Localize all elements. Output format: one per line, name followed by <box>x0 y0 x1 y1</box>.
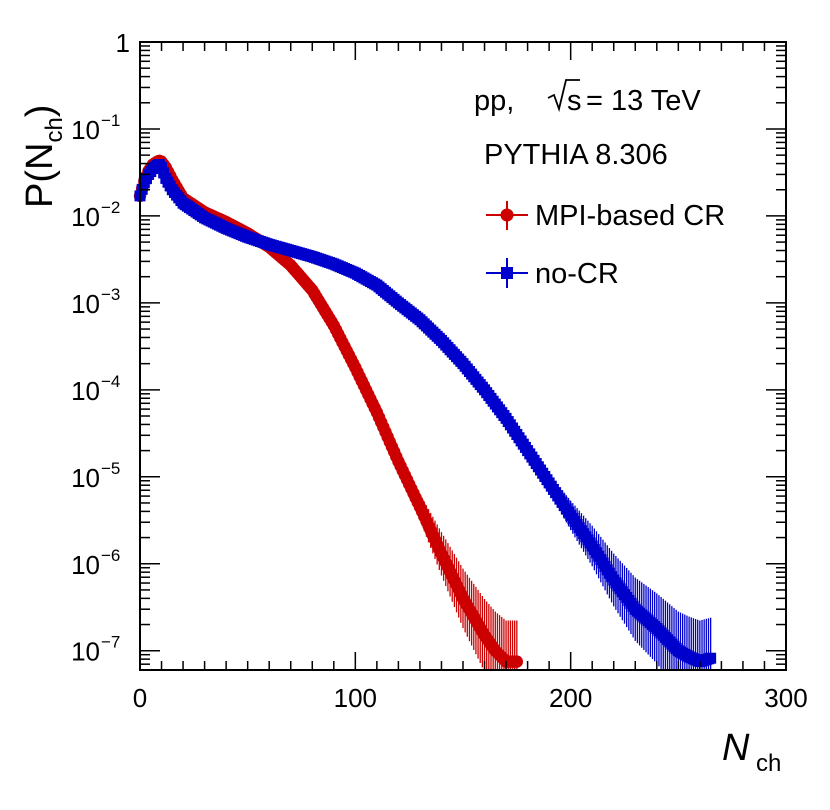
series-no-cr <box>134 159 717 670</box>
data-point <box>705 652 717 664</box>
y-tick-label-base: 10 <box>71 289 100 319</box>
y-tick-label-exponent: −5 <box>101 459 120 478</box>
energy-s-label: s <box>567 85 582 117</box>
energy-value-label: = 13 TeV <box>586 85 701 117</box>
y-tick-label-exponent: −6 <box>101 546 120 565</box>
generator-label: PYTHIA 8.306 <box>484 139 668 171</box>
y-tick-label-exponent: −3 <box>101 285 120 304</box>
y-tick-label-base: 10 <box>71 463 100 493</box>
legend-mpi-cr-label: MPI-based CR <box>535 200 725 232</box>
y-axis-title-subscript: ch <box>41 117 68 142</box>
y-tick-label-base: 10 <box>71 637 100 667</box>
y-tick-label-exponent: −2 <box>101 198 120 217</box>
legend-no-cr-marker <box>501 267 513 279</box>
legend-no-cr-label: no-CR <box>535 258 619 290</box>
legend-mpi-cr-marker <box>500 208 514 222</box>
x-axis-title: N <box>722 727 750 769</box>
y-tick-label-base: 10 <box>71 202 100 232</box>
x-tick-label: 300 <box>764 683 807 713</box>
x-axis-title-subscript: ch <box>756 750 781 777</box>
y-axis-title-close: ) <box>19 105 61 118</box>
y-tick-label-exponent: −1 <box>101 111 120 130</box>
x-tick-label: 100 <box>334 683 377 713</box>
legend: MPI-based CR no-CR <box>486 200 725 290</box>
x-tick-label: 0 <box>133 683 147 713</box>
y-tick-label-base: 10 <box>71 550 100 580</box>
y-tick-label-exponent: −4 <box>101 372 120 391</box>
collision-system-label: pp, <box>474 85 514 117</box>
x-tick-label: 200 <box>549 683 592 713</box>
data-point <box>510 655 524 668</box>
axis-ticks <box>139 41 787 671</box>
y-tick-label-base: 10 <box>71 376 100 406</box>
y-tick-label-base: 10 <box>71 115 100 145</box>
y-tick-label: 1 <box>116 28 130 58</box>
y-axis-title: P(Nch) <box>19 105 68 208</box>
y-tick-labels: 10 −710 −610 −510 −410 −310 −210 −11 <box>71 28 130 667</box>
y-axis-title-main: P(N <box>19 143 61 208</box>
plot-marks <box>133 154 717 670</box>
x-tick-labels: 0 100 200 300 <box>133 683 808 713</box>
y-tick-label-exponent: −7 <box>101 633 120 652</box>
sqrt-symbol <box>547 79 580 113</box>
